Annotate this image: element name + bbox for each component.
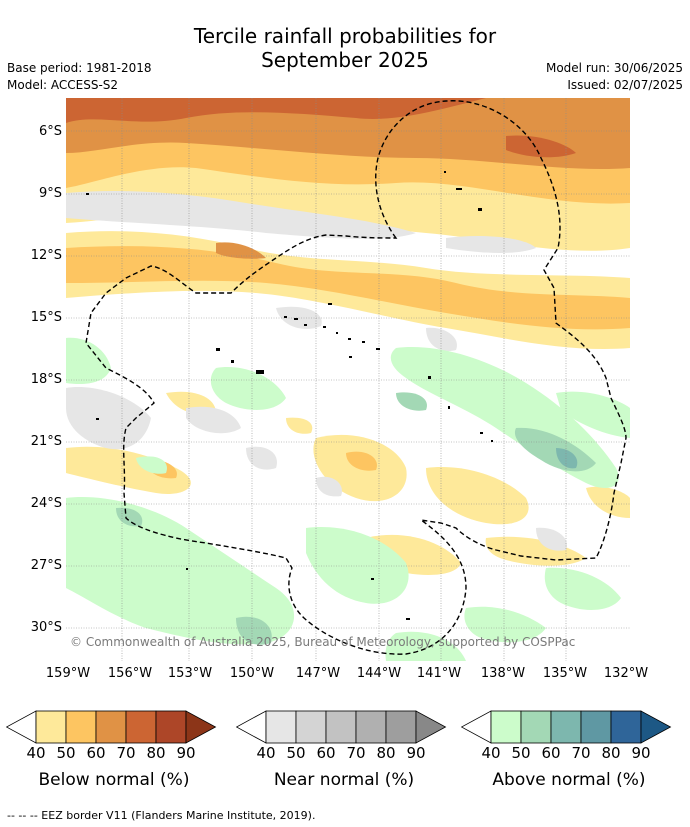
- above-colorbar-bin-1: [520, 710, 552, 744]
- above-normal-shading: [66, 337, 630, 661]
- above-colorbar-bin-2: [550, 710, 582, 744]
- below-colorbar-bin-1: [65, 710, 97, 744]
- above-tick-60: 60: [541, 744, 561, 762]
- lat-label-9s: 9°S: [38, 186, 62, 201]
- lon-label-159w: 159°W: [45, 666, 91, 681]
- above-tick-50: 50: [511, 744, 531, 762]
- map-title-line2: September 2025: [261, 48, 429, 72]
- near-normal-shading: [66, 191, 567, 551]
- below-colorbar-low-tip: [6, 710, 37, 744]
- issued-text: Issued: 02/07/2025: [567, 78, 683, 92]
- near-colorbar-bin-4: [385, 710, 417, 744]
- colorbar-near-normal: [236, 710, 447, 744]
- below-tick-90: 90: [176, 744, 196, 762]
- map-gridlines: [66, 98, 630, 661]
- colorbar-above-ticks: 40 50 60 70 80 90: [461, 744, 677, 764]
- below-colorbar-bin-0: [35, 710, 67, 744]
- lon-label-138w: 138°W: [480, 666, 526, 681]
- lat-label-12s: 12°S: [30, 248, 62, 263]
- model-run-text: Model run: 30/06/2025: [545, 61, 683, 75]
- near-tick-40: 40: [256, 744, 276, 762]
- lon-label-153w: 153°W: [167, 666, 213, 681]
- map-title-line1: Tercile rainfall probabilities for: [193, 24, 497, 48]
- colorbar-below-ticks: 40 50 60 70 80 90: [6, 744, 222, 764]
- above-colorbar-bin-3: [580, 710, 612, 744]
- lon-label-150w: 150°W: [229, 666, 275, 681]
- colorbar-near-title: Near normal (%): [273, 770, 415, 790]
- near-tick-90: 90: [406, 744, 426, 762]
- above-tick-80: 80: [601, 744, 621, 762]
- near-tick-80: 80: [376, 744, 396, 762]
- lon-label-141w: 141°W: [416, 666, 462, 681]
- near-colorbar-bin-3: [355, 710, 387, 744]
- above-colorbar-bin-4: [610, 710, 642, 744]
- lat-label-18s: 18°S: [30, 372, 62, 387]
- colorbar-above-title: Above normal (%): [492, 770, 646, 790]
- copyright-text: © Commonwealth of Australia 2025, Bureau…: [70, 635, 575, 649]
- near-tick-60: 60: [316, 744, 336, 762]
- near-colorbar-high-tip: [415, 710, 447, 744]
- above-tick-40: 40: [481, 744, 501, 762]
- below-tick-60: 60: [86, 744, 106, 762]
- below-colorbar-bin-2: [95, 710, 127, 744]
- colorbar-above-normal: [461, 710, 672, 744]
- meta-left: Base period: 1981-2018 Model: ACCESS-S2: [7, 60, 152, 94]
- lon-label-132w: 132°W: [603, 666, 649, 681]
- below-colorbar-bin-4: [155, 710, 187, 744]
- near-tick-50: 50: [286, 744, 306, 762]
- near-colorbar-bin-1: [295, 710, 327, 744]
- lon-label-135w: 135°W: [542, 666, 588, 681]
- lat-label-15s: 15°S: [30, 310, 62, 325]
- colorbar-below-normal: [6, 710, 217, 744]
- below-colorbar-bin-3: [125, 710, 157, 744]
- lat-label-24s: 24°S: [30, 496, 62, 511]
- near-tick-70: 70: [346, 744, 366, 762]
- eez-borders: [85, 100, 627, 655]
- below-tick-70: 70: [116, 744, 136, 762]
- above-tick-70: 70: [571, 744, 591, 762]
- colorbar-near-ticks: 40 50 60 70 80 90: [236, 744, 452, 764]
- above-colorbar-low-tip: [461, 710, 492, 744]
- lon-label-147w: 147°W: [295, 666, 341, 681]
- below-tick-80: 80: [146, 744, 166, 762]
- base-period-text: Base period: 1981-2018: [7, 61, 152, 75]
- lon-label-144w: 144°W: [356, 666, 402, 681]
- lat-label-27s: 27°S: [30, 558, 62, 573]
- above-colorbar-high-tip: [640, 710, 672, 744]
- island-markers: [86, 171, 493, 620]
- lon-label-156w: 156°W: [107, 666, 153, 681]
- model-text: Model: ACCESS-S2: [7, 78, 119, 92]
- near-colorbar-bin-0: [265, 710, 297, 744]
- lat-label-21s: 21°S: [30, 434, 62, 449]
- lat-label-6s: 6°S: [38, 124, 62, 139]
- map-title: Tercile rainfall probabilities for Septe…: [0, 24, 690, 72]
- below-tick-40: 40: [26, 744, 46, 762]
- colorbar-below-title: Below normal (%): [38, 770, 190, 790]
- near-colorbar-bin-2: [325, 710, 357, 744]
- above-tick-90: 90: [631, 744, 651, 762]
- above-colorbar-bin-0: [490, 710, 522, 744]
- eez-footnote: -- -- -- EEZ border V11 (Flanders Marine…: [7, 809, 316, 822]
- below-colorbar-high-tip: [185, 710, 217, 744]
- near-colorbar-low-tip: [236, 710, 267, 744]
- lat-label-30s: 30°S: [30, 620, 62, 635]
- rainfall-probability-map: © Commonwealth of Australia 2025, Bureau…: [66, 98, 630, 661]
- below-tick-50: 50: [56, 744, 76, 762]
- meta-right: Model run: 30/06/2025 Issued: 02/07/2025: [546, 60, 683, 94]
